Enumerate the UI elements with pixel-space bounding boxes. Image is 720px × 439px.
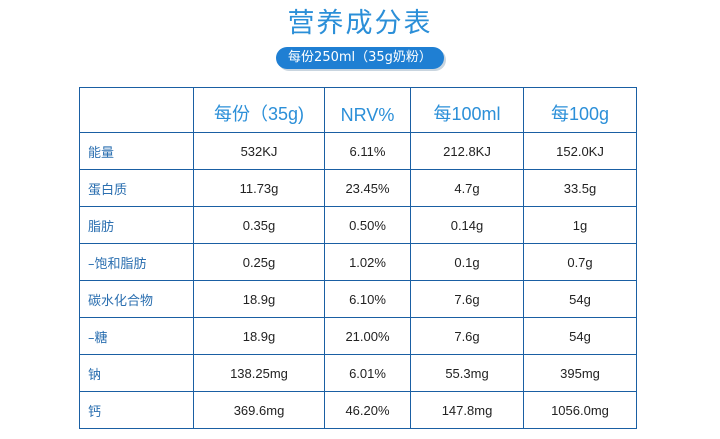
table-cell: 0.50% bbox=[324, 206, 411, 244]
table-cell: 1.02% bbox=[324, 243, 411, 281]
table-cell: 7.6g bbox=[410, 317, 524, 355]
header-cell-per-serving: 每份（35g) bbox=[193, 87, 325, 133]
page-title: 营养成分表 bbox=[287, 8, 433, 39]
table-cell: 23.45% bbox=[324, 169, 411, 207]
table-cell: 369.6mg bbox=[193, 391, 325, 429]
row-label: –饱和脂肪 bbox=[79, 243, 194, 281]
table-cell: 7.6g bbox=[410, 280, 524, 318]
table-cell: 4.7g bbox=[410, 169, 524, 207]
table-cell: 1056.0mg bbox=[523, 391, 637, 429]
table-cell: 21.00% bbox=[324, 317, 411, 355]
header-cell-nrv: NRV% bbox=[324, 87, 411, 133]
table-cell: 55.3mg bbox=[410, 354, 524, 392]
table-cell: 18.9g bbox=[193, 317, 325, 355]
header-cell-per-100ml: 每100ml bbox=[410, 87, 524, 133]
table-row: 蛋白质 11.73g 23.45% 4.7g 33.5g bbox=[79, 169, 637, 207]
table-cell: 0.35g bbox=[193, 206, 325, 244]
row-label: 钠 bbox=[79, 354, 194, 392]
header-cell-empty bbox=[79, 87, 194, 133]
table-row: 能量 532KJ 6.11% 212.8KJ 152.0KJ bbox=[79, 132, 637, 170]
table-cell: 0.14g bbox=[410, 206, 524, 244]
table-cell: 11.73g bbox=[193, 169, 325, 207]
header-cell-per-100g: 每100g bbox=[523, 87, 637, 133]
table-cell: 46.20% bbox=[324, 391, 411, 429]
table-row: –饱和脂肪 0.25g 1.02% 0.1g 0.7g bbox=[79, 243, 637, 281]
table-cell: 6.10% bbox=[324, 280, 411, 318]
table-row: 脂肪 0.35g 0.50% 0.14g 1g bbox=[79, 206, 637, 244]
row-label: 蛋白质 bbox=[79, 169, 194, 207]
row-label: –糖 bbox=[79, 317, 194, 355]
table-cell: 6.11% bbox=[324, 132, 411, 170]
table-cell: 152.0KJ bbox=[523, 132, 637, 170]
row-label: 脂肪 bbox=[79, 206, 194, 244]
row-label: 碳水化合物 bbox=[79, 280, 194, 318]
table-row: 碳水化合物 18.9g 6.10% 7.6g 54g bbox=[79, 280, 637, 318]
table-header-row: 每份（35g) NRV% 每100ml 每100g bbox=[79, 87, 637, 133]
table-cell: 212.8KJ bbox=[410, 132, 524, 170]
table-cell: 18.9g bbox=[193, 280, 325, 318]
table-row: 钙 369.6mg 46.20% 147.8mg 1056.0mg bbox=[79, 391, 637, 429]
table-cell: 33.5g bbox=[523, 169, 637, 207]
table-cell: 138.25mg bbox=[193, 354, 325, 392]
table-cell: 0.1g bbox=[410, 243, 524, 281]
table-cell: 395mg bbox=[523, 354, 637, 392]
table-cell: 1g bbox=[523, 206, 637, 244]
row-label: 钙 bbox=[79, 391, 194, 429]
table-cell: 6.01% bbox=[324, 354, 411, 392]
table-row: 钠 138.25mg 6.01% 55.3mg 395mg bbox=[79, 354, 637, 392]
table-cell: 54g bbox=[523, 317, 637, 355]
table-row: –糖 18.9g 21.00% 7.6g 54g bbox=[79, 317, 637, 355]
row-label: 能量 bbox=[79, 132, 194, 170]
nutrition-table: 每份（35g) NRV% 每100ml 每100g 能量 532KJ 6.11%… bbox=[79, 87, 637, 429]
table-cell: 147.8mg bbox=[410, 391, 524, 429]
table-cell: 532KJ bbox=[193, 132, 325, 170]
serving-size-badge: 每份250ml（35g奶粉） bbox=[276, 47, 444, 69]
table-cell: 0.7g bbox=[523, 243, 637, 281]
table-cell: 0.25g bbox=[193, 243, 325, 281]
table-cell: 54g bbox=[523, 280, 637, 318]
